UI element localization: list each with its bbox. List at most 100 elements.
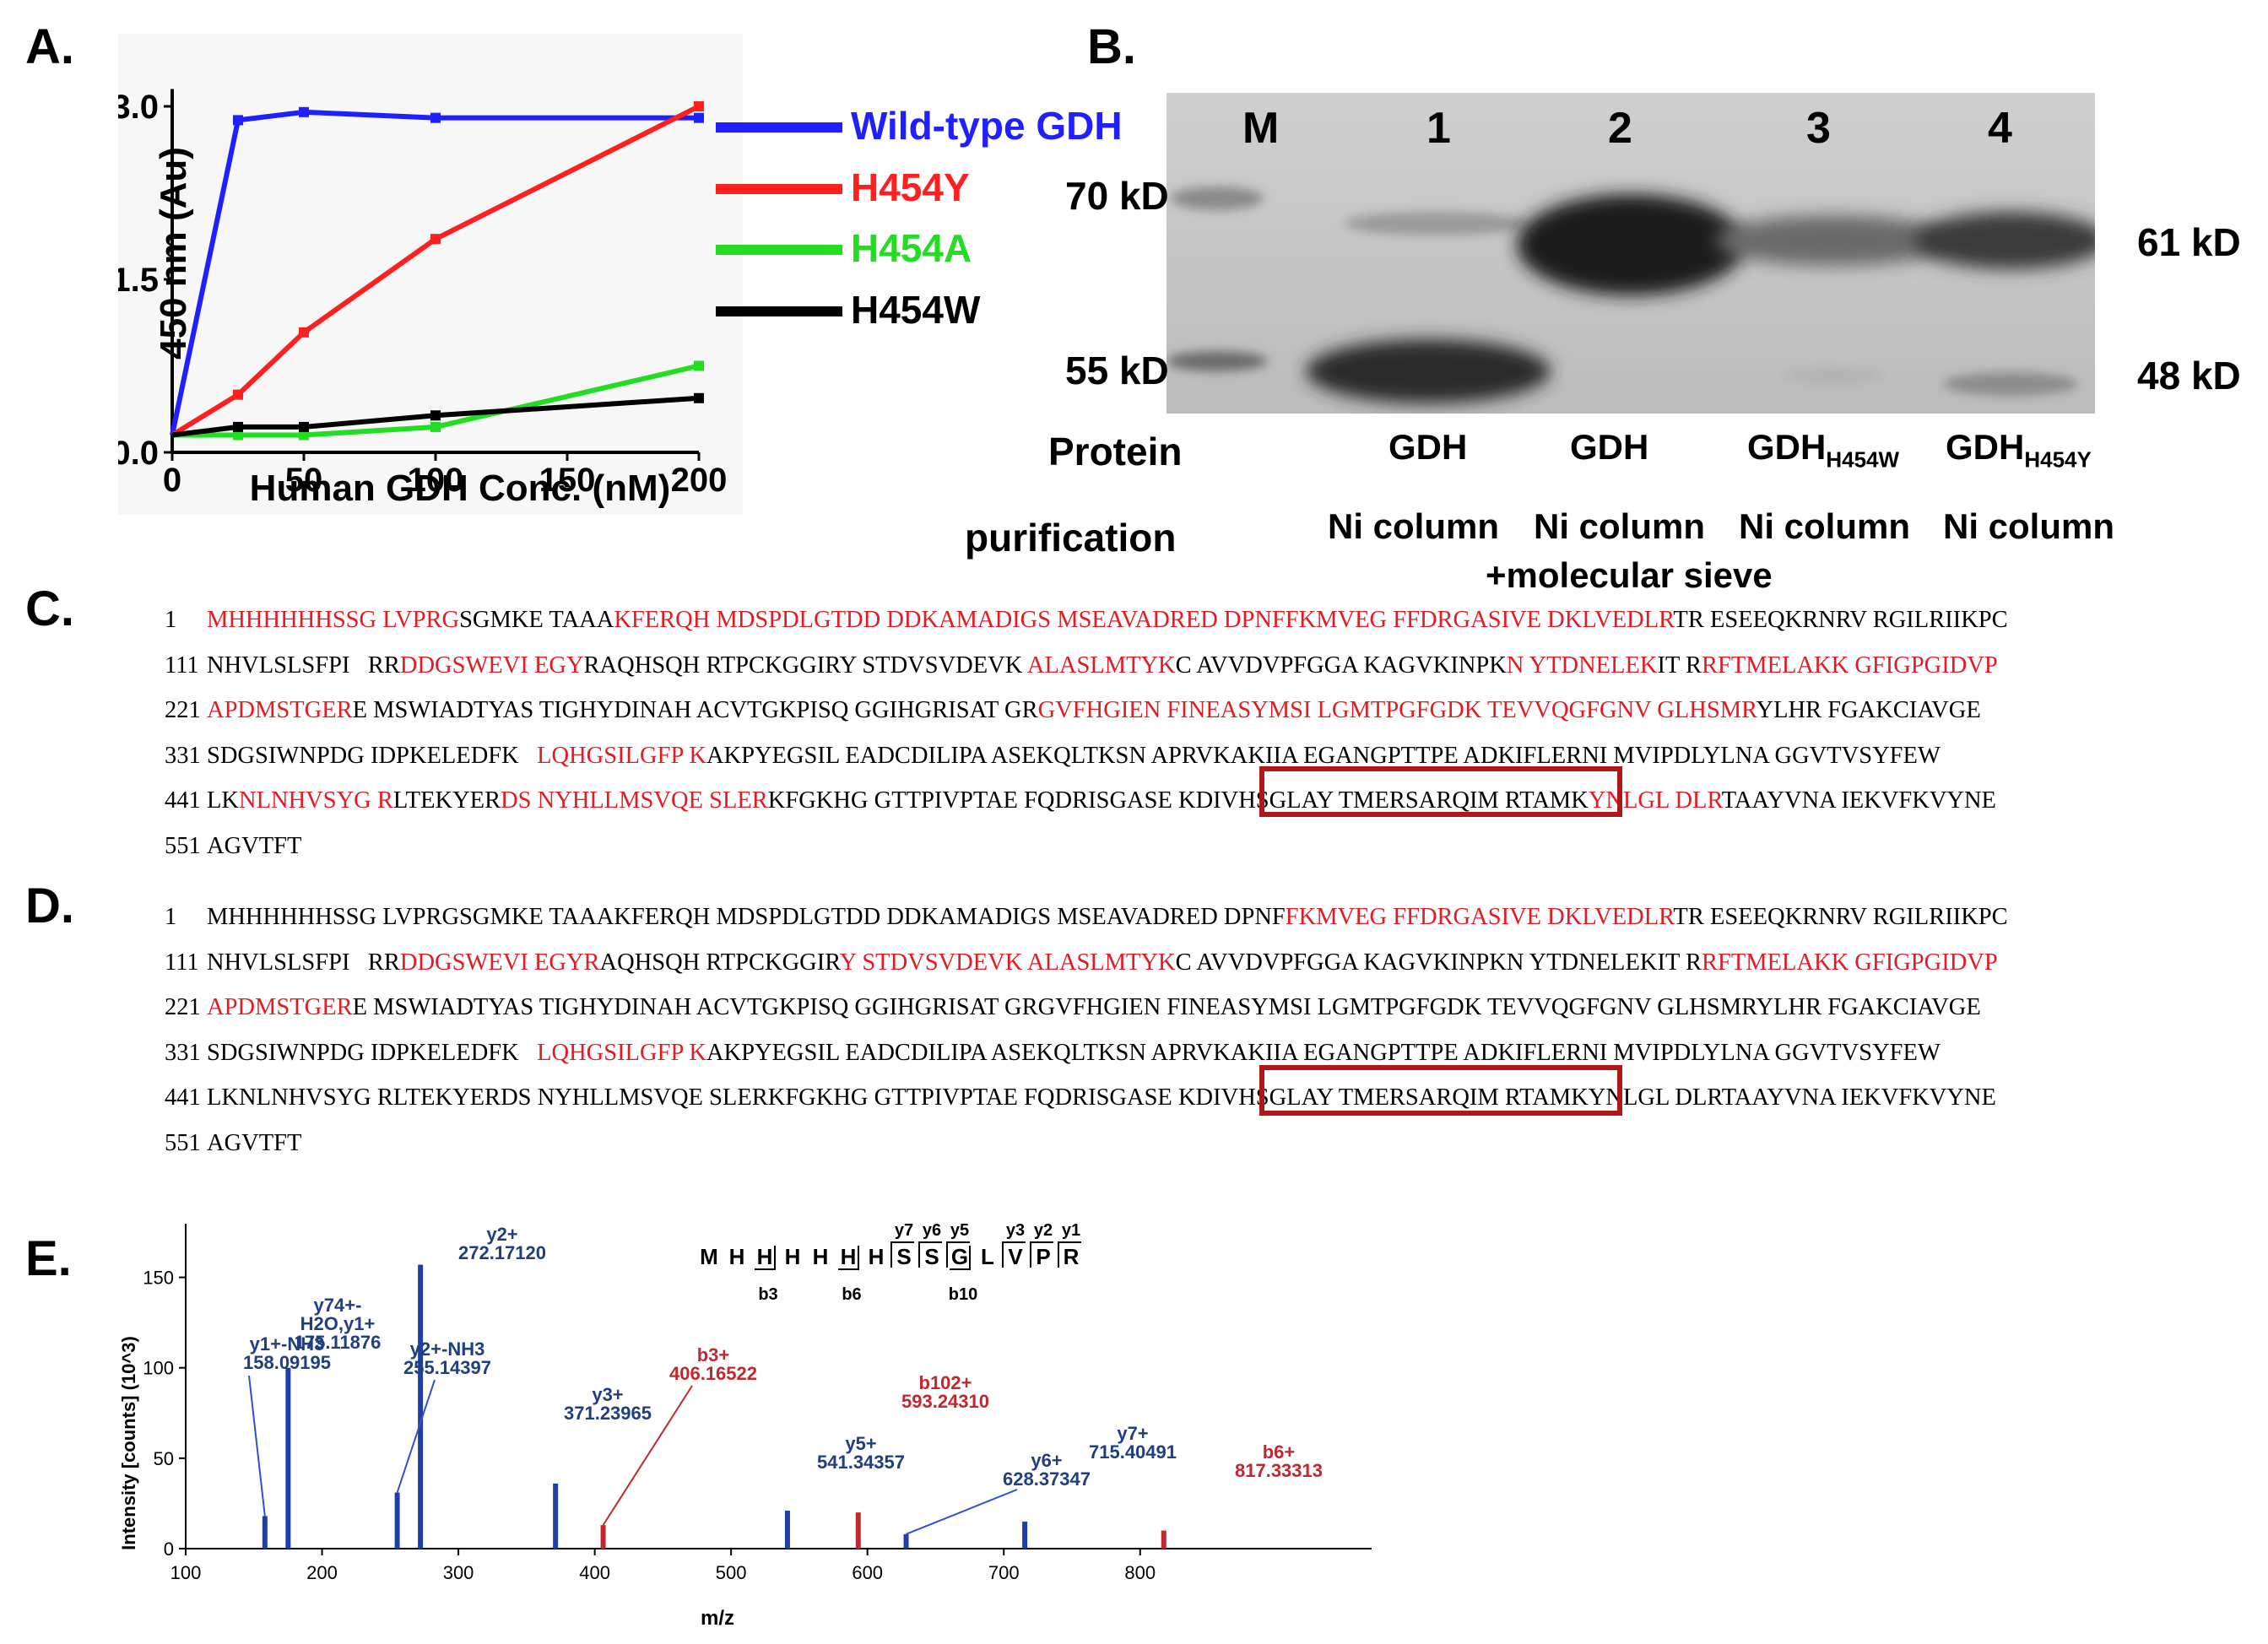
lane-label-1: 1 — [1426, 104, 1451, 153]
peptide-residue: H — [869, 1244, 885, 1269]
peak-annotation-ion: y2+ — [486, 1224, 517, 1245]
band-lane3-48 — [1783, 369, 1884, 382]
method-extra-sieve: +molecular sieve — [1486, 555, 1773, 595]
lane-label-2: 2 — [1608, 104, 1632, 153]
chart-e-xtick-label: 500 — [716, 1562, 747, 1583]
band-lane3-61 — [1715, 215, 1951, 266]
peak-annotation: y2+272.17120 — [458, 1224, 546, 1263]
spectrum-peak — [418, 1264, 424, 1549]
sequence-residues: NHVLSLSFPI RR — [207, 652, 400, 679]
sequence-residues: RAQHSQH RTPCKGGIRY STDVSVDEVK — [583, 652, 1027, 679]
peak-annotation-mz: 272.17120 — [458, 1242, 546, 1263]
protein-lane2: GDH — [1570, 427, 1649, 467]
sequence-residues: C AVVDVPFGGA KAGVKINPKN YTDNELEKIT R — [1175, 949, 1702, 976]
spectrum-peak — [285, 1367, 291, 1549]
chart-a-point — [299, 430, 309, 441]
sequence-peptide-hit: APDMSTGER — [207, 994, 353, 1020]
sequence-residues: IT R — [1657, 652, 1702, 679]
protein-lane3: GDHH454W — [1747, 427, 1900, 473]
method-lane1: Ni column — [1328, 506, 1500, 546]
method-lane4: Ni column — [1943, 506, 2115, 546]
sequence-residues: MHHHHHHSSG LVPRGSGMKE TAAAKFERQH MDSPDLG… — [207, 904, 1286, 930]
band-marker-70 — [1171, 187, 1264, 210]
chart-a-legend-label: H454A — [851, 226, 972, 270]
method-lane2: Ni column — [1534, 506, 1706, 546]
sequence-line: 1 MHHHHHHSSG LVPRGSGMKE TAAAKFERQH MDSPDL… — [165, 895, 2008, 940]
panel-e-spectrum: 100 200 300 400 500 600 700 800 0 50 100 150 Intens… — [118, 1221, 1372, 1630]
chart-a-xtick-label: 0 — [163, 462, 181, 499]
chart-a-xlabel: Human GDH Conc. (nM) — [250, 468, 671, 509]
peak-annotation-mz: 541.34357 — [817, 1452, 905, 1473]
sequence-line-number: 1 — [165, 904, 177, 930]
peak-annotation-mz: 255.14397 — [403, 1357, 491, 1378]
sequence-line-number: 1 — [165, 607, 177, 633]
peptide-residue: S — [924, 1244, 939, 1269]
sequence-c: 1 MHHHHHHSSG LVPRGSGMKE TAAAKFERQH MDSPDL… — [165, 598, 2008, 868]
sequence-line: 111 NHVLSLSFPI RRDDGSWEVI EGYRAQHSQH RTPC… — [165, 643, 2008, 689]
sequence-residues: E MSWIADTYAS TIGHYDINAH ACVTGKPISQ GGIHG… — [352, 697, 1038, 723]
sequence-residues: YLHR FGAKCIAVGE — [1756, 697, 1981, 723]
marker-48kd: 48 kD — [2137, 354, 2241, 397]
spectrum-peak — [394, 1492, 400, 1549]
annotation-leader-line — [906, 1489, 1018, 1535]
chart-e-ylabel: Intensity [counts] (10^3) — [118, 1336, 139, 1550]
peak-annotation: y6+628.37347 — [1003, 1450, 1091, 1490]
chart-e-ytick-label: 50 — [154, 1448, 174, 1469]
peak-annotation: y74+-H2O,y1+175.11876 — [295, 1295, 382, 1353]
sequence-peptide-hit: KFERQH MDSPDLGTDD DDKAMADIGS MSEAVADRED … — [614, 607, 1674, 633]
peptide-residue: S — [896, 1244, 911, 1269]
sequence-residues: AKPYEGSIL EADCDILIPA ASEKQLTKSN APRVKAKI… — [706, 1039, 1941, 1066]
sequence-residues: AQHSQH RTPCKGGIR — [599, 949, 840, 976]
method-lane3: Ni column — [1739, 506, 1911, 546]
peptide-residue: H — [785, 1244, 801, 1269]
sequence-residues: SGMKE TAAA — [459, 607, 614, 633]
chart-e-xtick-label: 400 — [579, 1562, 610, 1583]
chart-a-point — [430, 112, 441, 123]
sequence-peptide-hit: GVFHGIEN FINEASYMSI LGMTPGFGDK TEVVQGFGN… — [1037, 697, 1756, 723]
chart-a-point — [694, 392, 704, 403]
spectrum-peak — [600, 1525, 606, 1549]
sequence-residues: TR ESEEQKRNRV RGILRIIKPC — [1673, 607, 2008, 633]
chart-e-ytick-label: 150 — [143, 1268, 174, 1289]
lane-label-3: 3 — [1806, 104, 1831, 153]
peak-annotation-mz: 175.11876 — [295, 1332, 382, 1353]
y-ion-bracket — [946, 1241, 970, 1268]
sequence-residues: AGVTFT — [207, 1129, 302, 1156]
chart-e-xtick-label: 800 — [1124, 1562, 1156, 1583]
sequence-peptide-hit: LQHGSILGFP K — [537, 1039, 706, 1066]
peak-annotation-mz: 817.33313 — [1235, 1460, 1323, 1481]
sequence-peptide-hit: FKMVEG FFDRGASIVE DKLVEDLR — [1285, 904, 1674, 930]
sequence-line: 221 APDMSTGERE MSWIADTYAS TIGHYDINAH ACVT… — [165, 688, 2008, 733]
protein-lane4: GDHH454Y — [1946, 427, 2092, 473]
peptide-residue: H — [757, 1244, 773, 1269]
chart-a-legend-label: Wild-type GDH — [851, 104, 1123, 148]
chart-a-point — [233, 115, 243, 126]
chart-e-xtick-label: 300 — [443, 1562, 474, 1583]
panel-label-d: D. — [25, 879, 74, 933]
sequence-residues: AKPYEGSIL EADCDILIPA ASEKQLTKSN APRVKAKI… — [706, 742, 1941, 769]
spectrum-peak — [1161, 1530, 1166, 1549]
chart-a-point — [430, 234, 441, 245]
panel-label-b: B. — [1087, 19, 1136, 74]
sequence-line-number: 111 — [165, 949, 199, 976]
sequence-peptide-hit: RFTMELAKK GFIGPGIDVP — [1701, 949, 1998, 976]
chart-e-ytick-label: 100 — [143, 1358, 174, 1379]
chart-a-point — [233, 430, 243, 441]
peptide-residue: R — [1064, 1244, 1080, 1269]
peak-annotation-mz: 371.23965 — [564, 1403, 652, 1424]
chart-a-ytick-label: 3.0 — [118, 89, 159, 126]
peak-annotation: b3+406.16522 — [669, 1344, 757, 1384]
sequence-residues: KFGKHG GTTPIVPTAE FQDRISGASE KDIVHSGLAY … — [767, 787, 1589, 814]
b-ion-label: b3 — [758, 1285, 777, 1304]
peak-annotation-ion: H2O,y1+ — [300, 1313, 376, 1334]
peak-annotation-ion: y6+ — [1031, 1450, 1062, 1471]
annotation-leader-line — [396, 1379, 436, 1493]
peptide-residue: L — [981, 1244, 994, 1269]
y-ion-label: y6 — [923, 1221, 941, 1240]
sequence-residues: AGVTFT — [207, 832, 302, 859]
peptide-residue: M — [700, 1244, 718, 1269]
chart-a-legend-label: H454W — [851, 288, 981, 332]
chart-e-xtick-label: 200 — [306, 1562, 338, 1583]
protein-lane1: GDH — [1388, 427, 1468, 467]
